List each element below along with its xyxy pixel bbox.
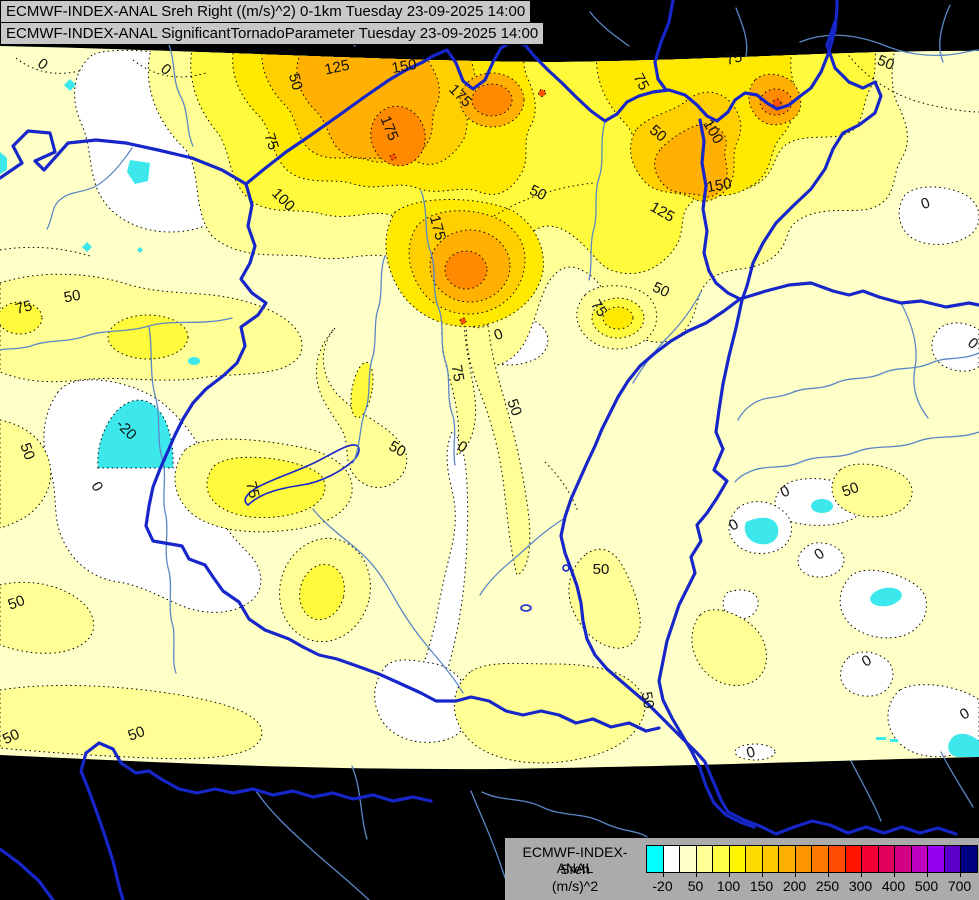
contour-label: 175 bbox=[426, 214, 449, 243]
colorbar-tick-mark bbox=[926, 872, 928, 877]
contour-label: 50 bbox=[527, 182, 549, 204]
contour-label: 75 bbox=[14, 297, 35, 318]
colorbar-cell bbox=[829, 846, 846, 872]
colorbar-cell bbox=[762, 846, 780, 872]
colorbar-tick-label: 500 bbox=[914, 878, 939, 894]
colorbar-tick-label: 400 bbox=[881, 878, 906, 894]
colorbar-cell bbox=[911, 846, 929, 872]
contour-label: 50 bbox=[63, 287, 82, 307]
colorbar-cell bbox=[878, 846, 896, 872]
filled-contours bbox=[0, 46, 979, 764]
river-danube-central bbox=[698, 118, 742, 301]
contour-label: 125 bbox=[323, 57, 351, 79]
map-title-primary: ECMWF-INDEX-ANAL Sreh Right ((m/s)^2) 0-… bbox=[0, 0, 532, 23]
contour-label: 50 bbox=[638, 691, 658, 710]
contour-region-cyan bbox=[0, 79, 979, 757]
map-title-secondary: ECMWF-INDEX-ANAL SignificantTornadoParam… bbox=[0, 22, 545, 45]
legend-parameter-name: Sreh bbox=[560, 861, 590, 877]
colorbar bbox=[646, 845, 978, 873]
contour-label: 50 bbox=[16, 441, 38, 462]
colorbar-cell bbox=[696, 846, 714, 872]
color-scale-legend: ECMWF-INDEX-ANAL Sreh (m/s)^2 -20 50 100 15… bbox=[505, 838, 979, 900]
contour-label: 50 bbox=[593, 561, 610, 578]
contour-region-175 bbox=[370, 83, 793, 325]
colorbar-tick-mark bbox=[860, 872, 862, 877]
contour-label: 50 bbox=[650, 279, 672, 301]
contour-label: 75 bbox=[724, 48, 745, 69]
colorbar-cell bbox=[779, 846, 796, 872]
colorbar-cell bbox=[961, 846, 977, 872]
river-tisza bbox=[657, 20, 883, 829]
colorbar-tick-label: 100 bbox=[716, 878, 741, 894]
colorbar-tick-mark bbox=[893, 872, 895, 877]
colorbar-cell bbox=[680, 846, 697, 872]
contour-label: 50 bbox=[285, 72, 306, 93]
river-west-branch bbox=[144, 182, 661, 733]
colorbar-cell bbox=[746, 846, 763, 872]
contour-label: 75 bbox=[448, 364, 468, 383]
colorbar-cell bbox=[944, 846, 962, 872]
open-contour-lines bbox=[0, 47, 979, 513]
river-drava bbox=[84, 741, 433, 803]
colorbar-cell bbox=[862, 846, 879, 872]
colorbar-tick-mark bbox=[794, 872, 796, 877]
colorbar-tick-label: -20 bbox=[652, 878, 673, 894]
colorbar-tick-label: 700 bbox=[947, 878, 972, 894]
contour-label: 50 bbox=[875, 52, 897, 74]
contour-label: 75 bbox=[242, 480, 263, 501]
contour-label: 75 bbox=[261, 131, 282, 152]
contour-label: 50 bbox=[126, 723, 147, 745]
contour-label: 50 bbox=[840, 479, 861, 501]
colorbar-tick-mark bbox=[695, 872, 697, 877]
contour-label: 50 bbox=[6, 592, 27, 614]
colorbar-cell bbox=[729, 846, 747, 872]
contour-label: 150 bbox=[390, 56, 418, 77]
contour-label: 150 bbox=[705, 175, 733, 196]
contour-label: 75 bbox=[630, 71, 653, 94]
contour-label: 50 bbox=[0, 726, 22, 748]
colorbar-cell bbox=[663, 846, 681, 872]
colorbar-tick-mark bbox=[761, 872, 763, 877]
colorbar-tick-mark bbox=[959, 872, 961, 877]
river-danube-bend bbox=[431, 0, 839, 123]
lake-balaton bbox=[244, 444, 360, 507]
colorbar-cell bbox=[928, 846, 945, 872]
colorbar-cell bbox=[895, 846, 912, 872]
colorbar-tick-label: 50 bbox=[687, 878, 704, 894]
river-danube-west bbox=[0, 54, 435, 186]
river-sava bbox=[726, 810, 958, 836]
colorbar-tick-label: 150 bbox=[749, 878, 774, 894]
colorbar-tick-mark bbox=[662, 872, 664, 877]
colorbar-tick-label: 300 bbox=[848, 878, 873, 894]
legend-units: (m/s)^2 bbox=[551, 878, 599, 894]
contour-label: 75 bbox=[587, 297, 610, 320]
colorbar-tick-mark bbox=[827, 872, 829, 877]
colorbar-cell bbox=[795, 846, 813, 872]
colorbar-tick-mark bbox=[728, 872, 730, 877]
colorbar-tick-label: 250 bbox=[815, 878, 840, 894]
colorbar-cell bbox=[845, 846, 863, 872]
river-danube-south bbox=[559, 297, 742, 814]
colorbar-tick-label: 200 bbox=[782, 878, 807, 894]
colorbar-cell bbox=[647, 846, 664, 872]
colorbar-cell bbox=[713, 846, 730, 872]
contour-label: 50 bbox=[386, 438, 409, 461]
legend-model-name: ECMWF-INDEX-ANAL bbox=[522, 844, 628, 876]
colorbar-cell bbox=[812, 846, 830, 872]
contour-label: 50 bbox=[503, 397, 525, 418]
